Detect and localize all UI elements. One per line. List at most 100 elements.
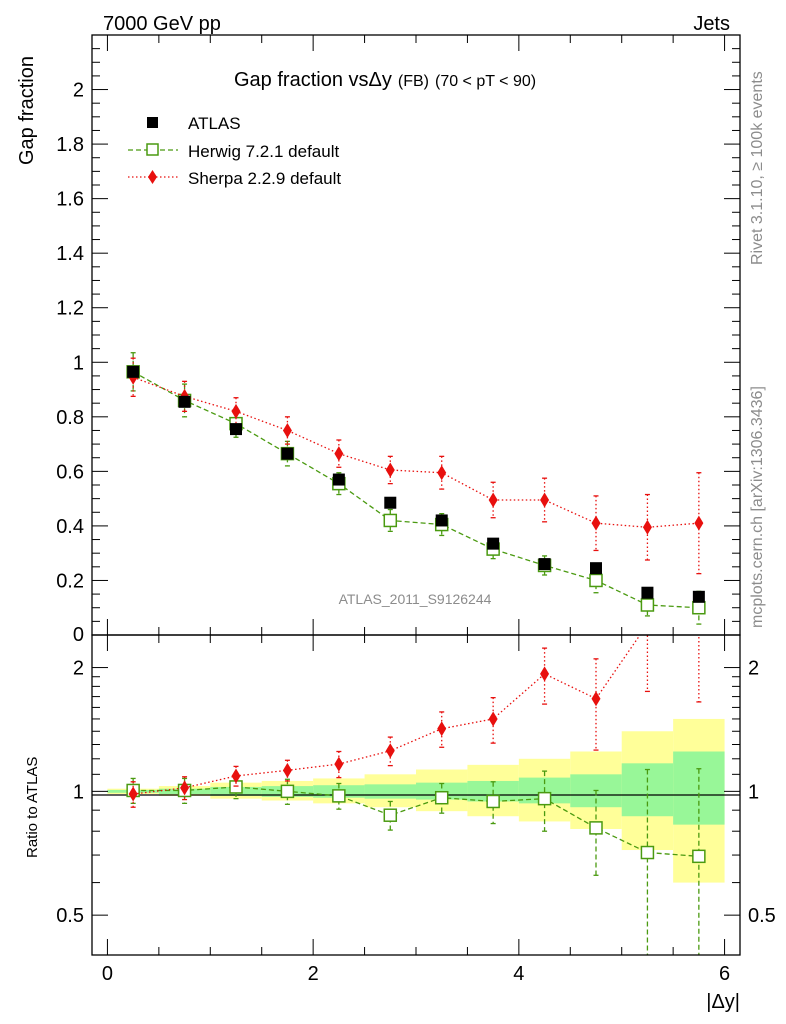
main-series-layer [126, 352, 706, 625]
main-ytick-label-zero: 0 [73, 624, 84, 646]
main-sherpa-marker [231, 403, 241, 419]
legend-marker-sherpa [148, 170, 157, 184]
main-atlas-marker [641, 586, 654, 599]
main-sherpa-line [132, 376, 699, 528]
main-ytick-label: 1.8 [56, 134, 84, 156]
ratio-series-layer [126, 617, 706, 955]
legend-marker-herwig [146, 143, 159, 156]
main-herwig-series [126, 352, 706, 625]
ratio-ytick-label-right: 1 [748, 781, 759, 803]
main-sherpa-marker [437, 465, 447, 481]
ratio-sherpa-marker [231, 768, 241, 784]
main-sherpa-marker [334, 446, 344, 462]
ratio-sherpa-marker [488, 711, 498, 727]
ratio-sherpa-marker [437, 721, 447, 737]
band-stat-bin [364, 784, 416, 799]
xtick-label: 6 [719, 963, 730, 985]
ratio-herwig-marker [537, 791, 552, 806]
main-ytick-label: 1.6 [56, 189, 84, 211]
main-atlas-marker [487, 537, 500, 550]
x-axis-title: |Δy| [706, 991, 740, 1013]
title-fb: (FB) [398, 73, 429, 90]
main-herwig-line [132, 371, 699, 609]
main-title: Gap fraction vsΔy (FB) (70 < pT < 90) [234, 69, 536, 91]
title-delta: Δy [369, 69, 392, 91]
ratio-sherpa-marker [540, 666, 550, 682]
ratio-herwig-marker [332, 789, 346, 803]
energy-label: 7000 GeV pp [103, 13, 221, 35]
main-sherpa-marker [282, 422, 292, 438]
ratio-herwig-marker [640, 845, 655, 860]
process-label: Jets [693, 13, 730, 35]
svg-text:Gap fraction vsΔy(FB)(70 < pT: Gap fraction vsΔy (FB) (70 < pT < 90) [234, 69, 536, 91]
ratio-herwig-marker [434, 790, 449, 805]
main-sherpa-marker [591, 515, 601, 531]
main-sherpa-marker [540, 492, 550, 508]
ratio-herwig-marker [383, 808, 398, 822]
ratio-ytick-label-left: 1 [73, 781, 84, 803]
main-sherpa-marker [488, 492, 498, 508]
ratio-sherpa-marker [334, 756, 344, 772]
main-atlas-marker [332, 473, 345, 486]
ratio-sherpa-marker [128, 786, 138, 802]
main-atlas-marker [178, 395, 191, 408]
main-ytick-label: 0.2 [56, 570, 84, 592]
ratio-herwig-marker [486, 794, 500, 809]
legend-label-atlas: ATLAS [188, 114, 241, 133]
main-atlas-marker [590, 562, 602, 575]
main-ytick-label: 1 [73, 352, 84, 374]
mcplots-label: mcplots.cern.ch [arXiv:1306.3436] [749, 386, 766, 628]
main-ytick-label: 0.4 [56, 516, 84, 538]
main-atlas-marker [281, 447, 294, 460]
ratio-herwig-marker [692, 849, 706, 864]
ratio-ytick-label-right: 0.5 [748, 905, 776, 927]
main-ytick-label: 1.4 [56, 243, 84, 265]
main-sherpa-marker [642, 519, 652, 535]
main-ytick-label: 1.2 [56, 298, 84, 320]
main-atlas-marker [384, 496, 397, 509]
ratio-sherpa-marker [385, 743, 395, 759]
rivet-label: Rivet 3.1.10, ≥ 100k events [749, 71, 766, 265]
legend-label-herwig: Herwig 7.2.1 default [188, 142, 339, 161]
ratio-sherpa-series [128, 617, 702, 808]
main-atlas-marker [538, 558, 551, 571]
ratio-herwig-marker [589, 821, 603, 835]
legend-marker-atlas [147, 117, 158, 128]
xtick-label: 4 [513, 963, 524, 985]
main-sherpa-series [128, 357, 704, 575]
main-herwig-marker [589, 573, 603, 588]
main-sherpa-marker [694, 515, 704, 531]
ratio-sherpa-marker [591, 691, 601, 707]
ratio-sherpa-marker [180, 780, 190, 796]
main-atlas-marker [435, 514, 448, 527]
ratio-herwig-line [133, 786, 699, 857]
ratio-frame [91, 634, 741, 956]
ratio-ytick-label-right: 2 [748, 658, 759, 680]
main-sherpa-marker [385, 462, 395, 478]
title-main: Gap fraction vs [234, 69, 369, 91]
ratio-uncertainty-bands [107, 718, 725, 883]
ratio-ylabel: Ratio to ATLAS [24, 757, 41, 858]
main-ylabel: Gap fraction [16, 56, 38, 165]
main-atlas-marker [127, 365, 140, 378]
ratio-sherpa-line [133, 635, 641, 795]
main-ytick-label: 0.6 [56, 461, 84, 483]
xtick-label: 2 [308, 963, 319, 985]
main-atlas-series [127, 365, 705, 603]
main-herwig-marker [640, 598, 655, 612]
ratio-ytick-label-left: 2 [73, 658, 84, 680]
title-pt: (70 < pT < 90) [435, 73, 536, 90]
main-ytick-label: 0.8 [56, 407, 84, 429]
main-herwig-marker [383, 513, 398, 528]
main-atlas-marker [230, 423, 242, 436]
main-herwig-marker [692, 600, 706, 615]
axes-layer: 0.2 0.4 0.6 0.8 1 1.2 1.4 1.6 1.8 2 0 0 2 4 6 0.5 0.5 1 1 2… [56, 35, 776, 985]
ratio-sherpa-marker [643, 617, 652, 632]
ratio-sherpa-marker [282, 762, 292, 778]
legend-label-sherpa: Sherpa 2.2.9 default [188, 169, 341, 188]
main-atlas-marker [692, 590, 705, 603]
xtick-label: 0 [102, 963, 113, 985]
analysis-watermark: ATLAS_2011_S9126244 [339, 591, 492, 607]
ratio-herwig-marker [280, 784, 295, 799]
